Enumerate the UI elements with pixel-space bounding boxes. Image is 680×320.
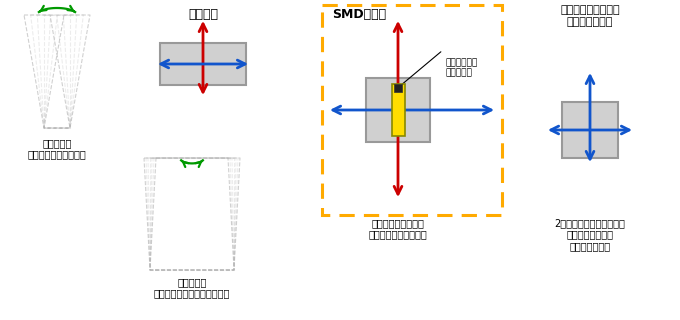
Bar	[562, 102, 618, 158]
Text: SMDの周期: SMDの周期	[332, 8, 386, 21]
Text: 短辺・長辺どちらの
方向にも同調している: 短辺・長辺どちらの 方向にも同調している	[369, 218, 427, 240]
Text: 建物周期: 建物周期	[188, 8, 218, 21]
Bar	[394, 84, 402, 92]
Bar	[160, 43, 246, 85]
Bar	[366, 78, 430, 142]
Text: 長辺方向：
短い時間間隔で小さく揺れる: 長辺方向： 短い時間間隔で小さく揺れる	[154, 277, 231, 299]
Bar	[392, 84, 405, 136]
Text: ダイナミック
スクリュー: ダイナミック スクリュー	[445, 58, 477, 77]
Text: 短辺方向：
ゆっくり大きく揺れる: 短辺方向： ゆっくり大きく揺れる	[28, 138, 86, 160]
Text: 一般的な屋上設置型
制振装置の周期: 一般的な屋上設置型 制振装置の周期	[560, 5, 619, 27]
Text: 2方向の周期が同じため、
どちらかの方向は
同調していない: 2方向の周期が同じため、 どちらかの方向は 同調していない	[555, 218, 626, 251]
Bar	[322, 5, 502, 215]
